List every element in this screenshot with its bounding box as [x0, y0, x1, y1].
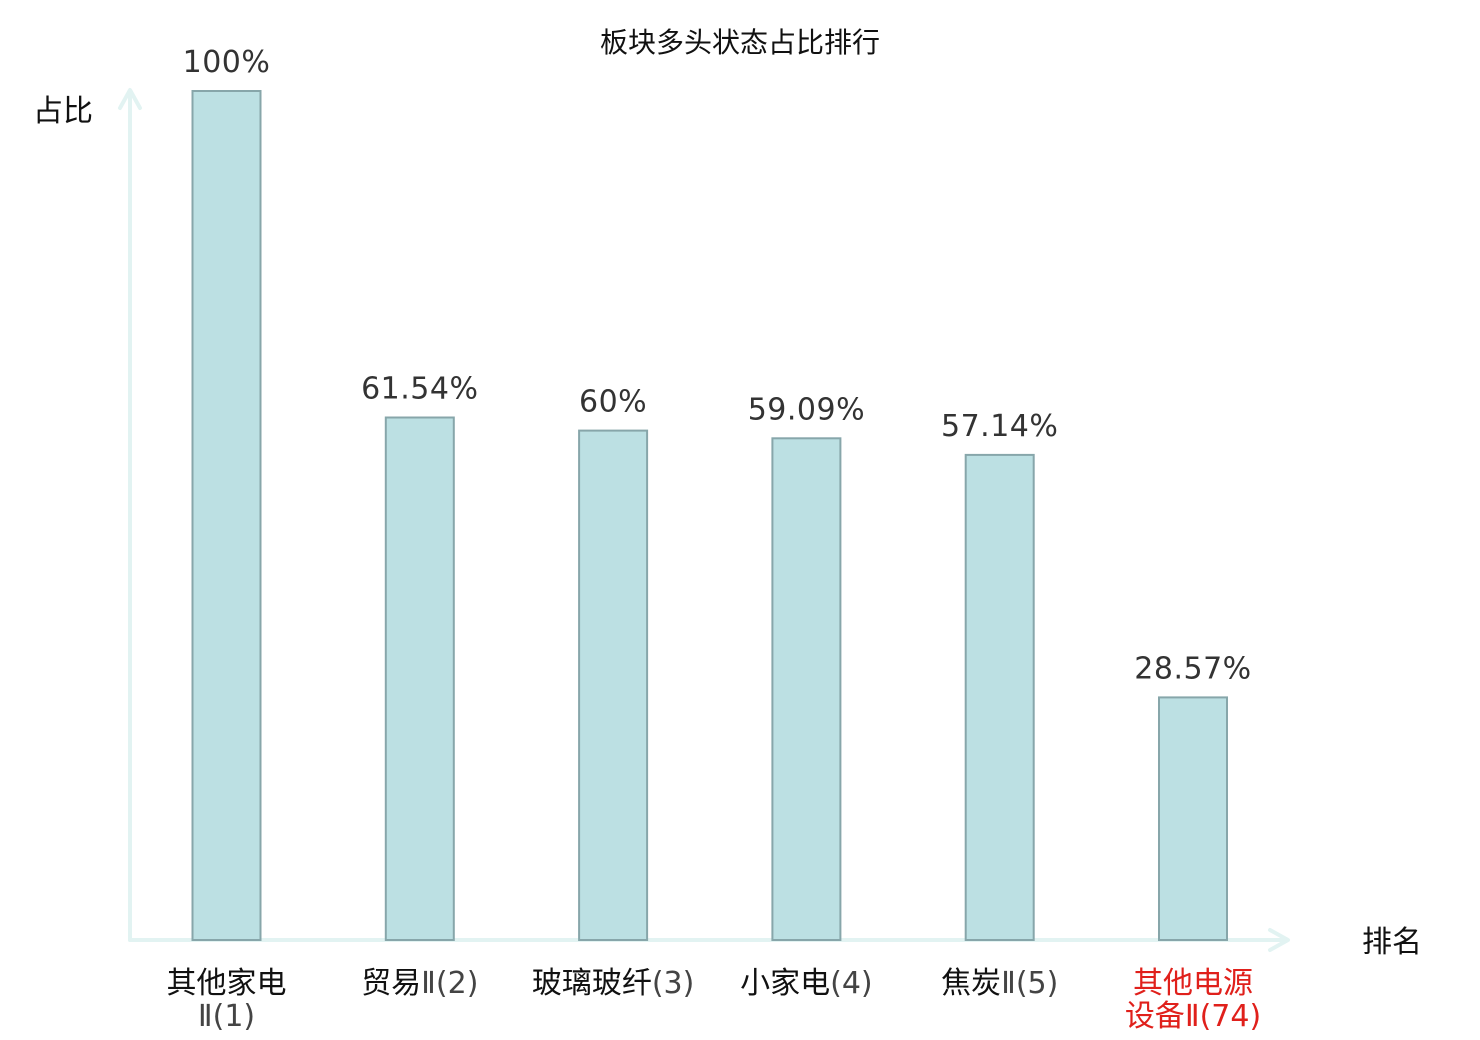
x-axis: 排名: [128, 925, 1422, 960]
bar: [578, 429, 649, 941]
bar-series: [191, 90, 1228, 942]
category-label: 焦炭Ⅱ(5): [941, 966, 1058, 1001]
category-rank-text: (4): [830, 966, 873, 1001]
category-name-text: 其他家电: [167, 966, 287, 1001]
category-rank-text: Ⅱ(2): [421, 966, 478, 1001]
value-label: 28.57%: [1134, 651, 1251, 686]
category-name-text: 设备: [1125, 999, 1185, 1034]
y-axis-arrow-icon: [118, 88, 142, 110]
category-label: 其他电源设备Ⅱ(74): [1125, 966, 1261, 1034]
value-label: 60%: [579, 385, 647, 420]
category-label: 其他家电 Ⅱ(1): [167, 966, 287, 1034]
x-axis-label: 排名: [1362, 925, 1422, 960]
bar: [1158, 696, 1228, 942]
category-name-text: 焦炭: [941, 966, 1001, 1001]
chart-title: 板块多头状态占比排行: [600, 26, 880, 59]
category-label: 贸易Ⅱ(2): [361, 966, 478, 1001]
category-label: 小家电(4): [740, 966, 873, 1001]
category-rank-text: Ⅱ(74): [1185, 999, 1261, 1034]
bar: [191, 90, 262, 941]
category-labels: 其他家电 Ⅱ(1)贸易Ⅱ(2) 玻璃玻纤(3) 小家电(4) 焦炭Ⅱ(5) 其他电源设备Ⅱ…: [167, 966, 1262, 1034]
value-label: 57.14%: [941, 409, 1058, 444]
category-name-text: 其他电源: [1133, 966, 1253, 1001]
category-rank-text: (3): [652, 966, 695, 1001]
y-axis: 占比: [33, 88, 142, 942]
bar: [771, 437, 842, 941]
value-labels: 100% 61.54% 60% 59.09% 57.14% 28.57%: [183, 45, 1252, 686]
category-name-text: 玻璃玻纤: [532, 966, 652, 1001]
category-name-text: 贸易: [361, 966, 421, 1001]
category-label: 玻璃玻纤(3): [532, 966, 695, 1001]
value-label: 100%: [183, 45, 271, 80]
category-name-text: 小家电: [740, 966, 830, 1001]
bar: [384, 416, 455, 941]
category-rank-text: Ⅱ(5): [1001, 966, 1058, 1001]
category-rank-text: Ⅱ(1): [198, 999, 255, 1034]
value-label: 61.54%: [361, 372, 478, 407]
value-label: 59.09%: [748, 392, 865, 427]
bar: [964, 453, 1035, 941]
y-axis-label: 占比: [33, 94, 93, 129]
x-axis-arrow-icon: [1268, 928, 1290, 952]
